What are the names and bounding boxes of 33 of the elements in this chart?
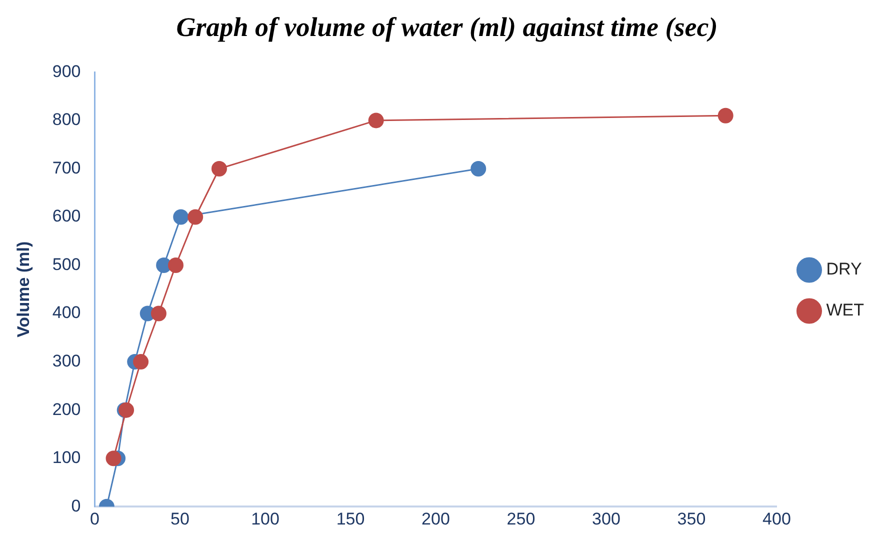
y-tick-label: 100 <box>52 448 81 468</box>
x-tick-label: 400 <box>762 509 791 528</box>
y-tick-label: 600 <box>52 206 81 226</box>
y-tick-label: 700 <box>52 158 81 178</box>
point <box>173 209 189 225</box>
legend-label: DRY <box>826 260 862 279</box>
y-tick-label: 0 <box>71 496 81 516</box>
x-tick-label: 350 <box>677 509 706 528</box>
y-tick-label: 300 <box>52 351 81 370</box>
point <box>470 160 486 176</box>
x-tick-label: 100 <box>251 509 280 528</box>
point <box>150 306 166 322</box>
point <box>368 112 384 128</box>
point <box>168 258 184 274</box>
x-tick-label: 200 <box>422 509 450 528</box>
y-tick-label: 200 <box>52 400 81 419</box>
y-tick-label: 800 <box>52 110 81 130</box>
x-tick-label: 300 <box>592 509 620 528</box>
y-tick-label: 400 <box>52 303 81 322</box>
point <box>133 354 149 370</box>
legend-label: WET <box>826 300 864 320</box>
y-tick-label: 500 <box>52 254 81 274</box>
point <box>718 108 734 124</box>
x-tick-label: 50 <box>170 509 190 528</box>
x-tick-label: 150 <box>336 509 365 528</box>
point <box>188 209 204 225</box>
x-tick-label: 0 <box>90 509 100 528</box>
x-tick-label: 250 <box>506 509 536 528</box>
point <box>106 450 122 466</box>
chart-title: Graph of volume of water (ml) against time (sec) <box>175 12 719 44</box>
y-axis-title: Volume (ml) <box>14 241 33 338</box>
y-tick-label: 900 <box>52 62 81 81</box>
point <box>211 160 227 176</box>
